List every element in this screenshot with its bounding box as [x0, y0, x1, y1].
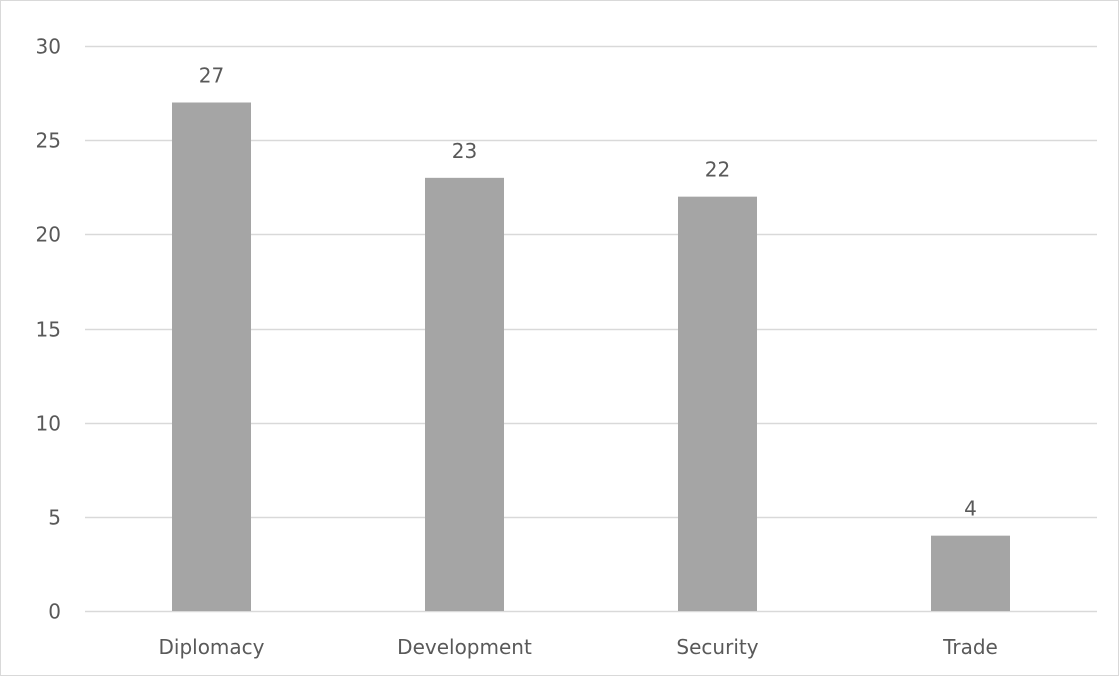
- gridlines: [85, 45, 1097, 613]
- x-category-label: Security: [676, 635, 758, 659]
- y-tick-label: 5: [48, 506, 61, 530]
- category-labels: Diplomacy Development Security Trade: [158, 635, 997, 659]
- data-label: 27: [199, 64, 224, 88]
- x-category-label: Diplomacy: [158, 635, 264, 659]
- bars: [172, 102, 1010, 612]
- y-tick-label: 15: [36, 318, 61, 342]
- data-labels: 27 23 22 4: [199, 64, 977, 521]
- y-tick-label: 10: [36, 412, 61, 436]
- bar-security: [678, 196, 757, 611]
- bar-development: [425, 177, 504, 612]
- data-label: 22: [705, 158, 730, 182]
- y-tick-label: 20: [36, 223, 61, 247]
- y-tick-label: 30: [36, 35, 61, 59]
- bar-trade: [931, 535, 1010, 611]
- y-tick-label: 25: [36, 129, 61, 153]
- x-category-label: Trade: [942, 635, 998, 659]
- y-axis-tick-labels: 0 5 10 15 20 25 30: [36, 35, 61, 624]
- bar-diplomacy: [172, 102, 251, 611]
- x-category-label: Development: [397, 635, 532, 659]
- data-label: 4: [964, 497, 977, 521]
- y-tick-label: 0: [48, 600, 61, 624]
- data-label: 23: [452, 139, 477, 163]
